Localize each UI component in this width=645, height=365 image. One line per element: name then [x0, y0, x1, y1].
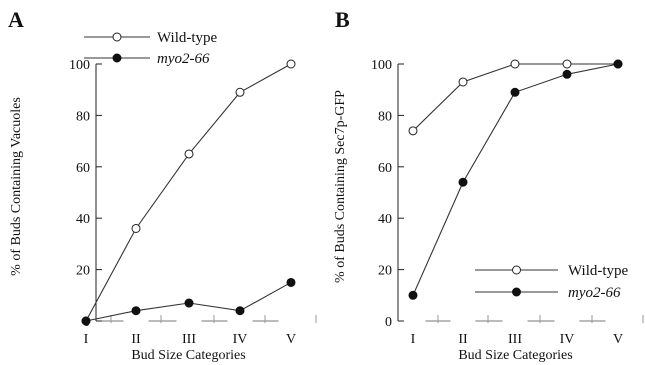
data-point-myo2-66: [184, 298, 194, 308]
legend-label: Wild-type: [157, 30, 218, 46]
panel-letter: A: [8, 7, 24, 32]
legend: Wild-type myo2-66: [84, 30, 218, 67]
y-tick-label: 20: [378, 264, 392, 279]
data-point-myo2-66: [131, 306, 141, 316]
legend-marker: [112, 53, 122, 63]
data-point-wild-type: [458, 77, 468, 87]
x-tick-label: III: [508, 332, 522, 347]
legend-marker: [512, 265, 521, 275]
panel-A: A020406080100IIIIIIIVVBud Size Categorie…: [8, 7, 317, 363]
x-tick-label: IV: [233, 332, 248, 347]
x-tick-label: I: [411, 332, 416, 347]
x-tick-label: II: [458, 332, 468, 347]
panel-letter: B: [335, 7, 350, 32]
x-tick-label: III: [182, 332, 196, 347]
x-tick-label: V: [613, 332, 623, 347]
data-point-myo2-66: [408, 290, 418, 300]
y-tick-label: 20: [76, 264, 90, 279]
data-point-wild-type: [510, 59, 520, 69]
data-point-wild-type: [235, 87, 245, 97]
data-point-myo2-66: [81, 316, 91, 326]
y-tick-label: 40: [378, 212, 392, 227]
data-point-myo2-66: [286, 277, 296, 287]
series-line-myo2-66: [412, 63, 619, 296]
y-tick-label: 60: [76, 161, 90, 176]
data-point-myo2-66: [458, 177, 468, 187]
legend: Wild-type myo2-66: [475, 263, 629, 301]
y-tick-label: 60: [378, 161, 392, 176]
data-point-myo2-66: [562, 69, 572, 79]
data-point-wild-type: [131, 223, 141, 233]
series-line-wild-type: [85, 63, 292, 322]
y-tick-label: 80: [76, 109, 90, 124]
x-tick-label: I: [84, 332, 89, 347]
x-tick-label: IV: [560, 332, 575, 347]
y-tick-label: 80: [378, 109, 392, 124]
data-point-wild-type: [184, 149, 194, 159]
legend-marker: [512, 287, 521, 297]
y-tick-label: 40: [76, 212, 90, 227]
y-tick-label: 100: [371, 58, 392, 73]
x-tick-label: II: [131, 332, 141, 347]
x-axis-title: Bud Size Categories: [131, 348, 245, 363]
data-point-myo2-66: [613, 59, 623, 69]
x-axis-title: Bud Size Categories: [458, 348, 572, 363]
data-point-wild-type: [562, 59, 572, 69]
data-point-myo2-66: [235, 306, 245, 316]
series-line-wild-type: [412, 63, 618, 132]
legend-marker: [112, 32, 122, 42]
legend-label: Wild-type: [568, 263, 629, 279]
y-tick-label: 100: [69, 58, 90, 73]
y-tick-label: 0: [385, 315, 392, 330]
y-axis-title: % of Buds Containing Vacuoles: [9, 97, 24, 276]
data-point-wild-type: [286, 59, 296, 69]
legend-label: myo2-66: [157, 51, 210, 67]
y-axis-title: % of Buds Containing Sec7p-GFP: [333, 90, 348, 283]
x-tick-label: V: [286, 332, 296, 347]
data-point-wild-type: [408, 126, 418, 136]
data-point-myo2-66: [510, 87, 520, 97]
legend-label: myo2-66: [568, 285, 621, 301]
